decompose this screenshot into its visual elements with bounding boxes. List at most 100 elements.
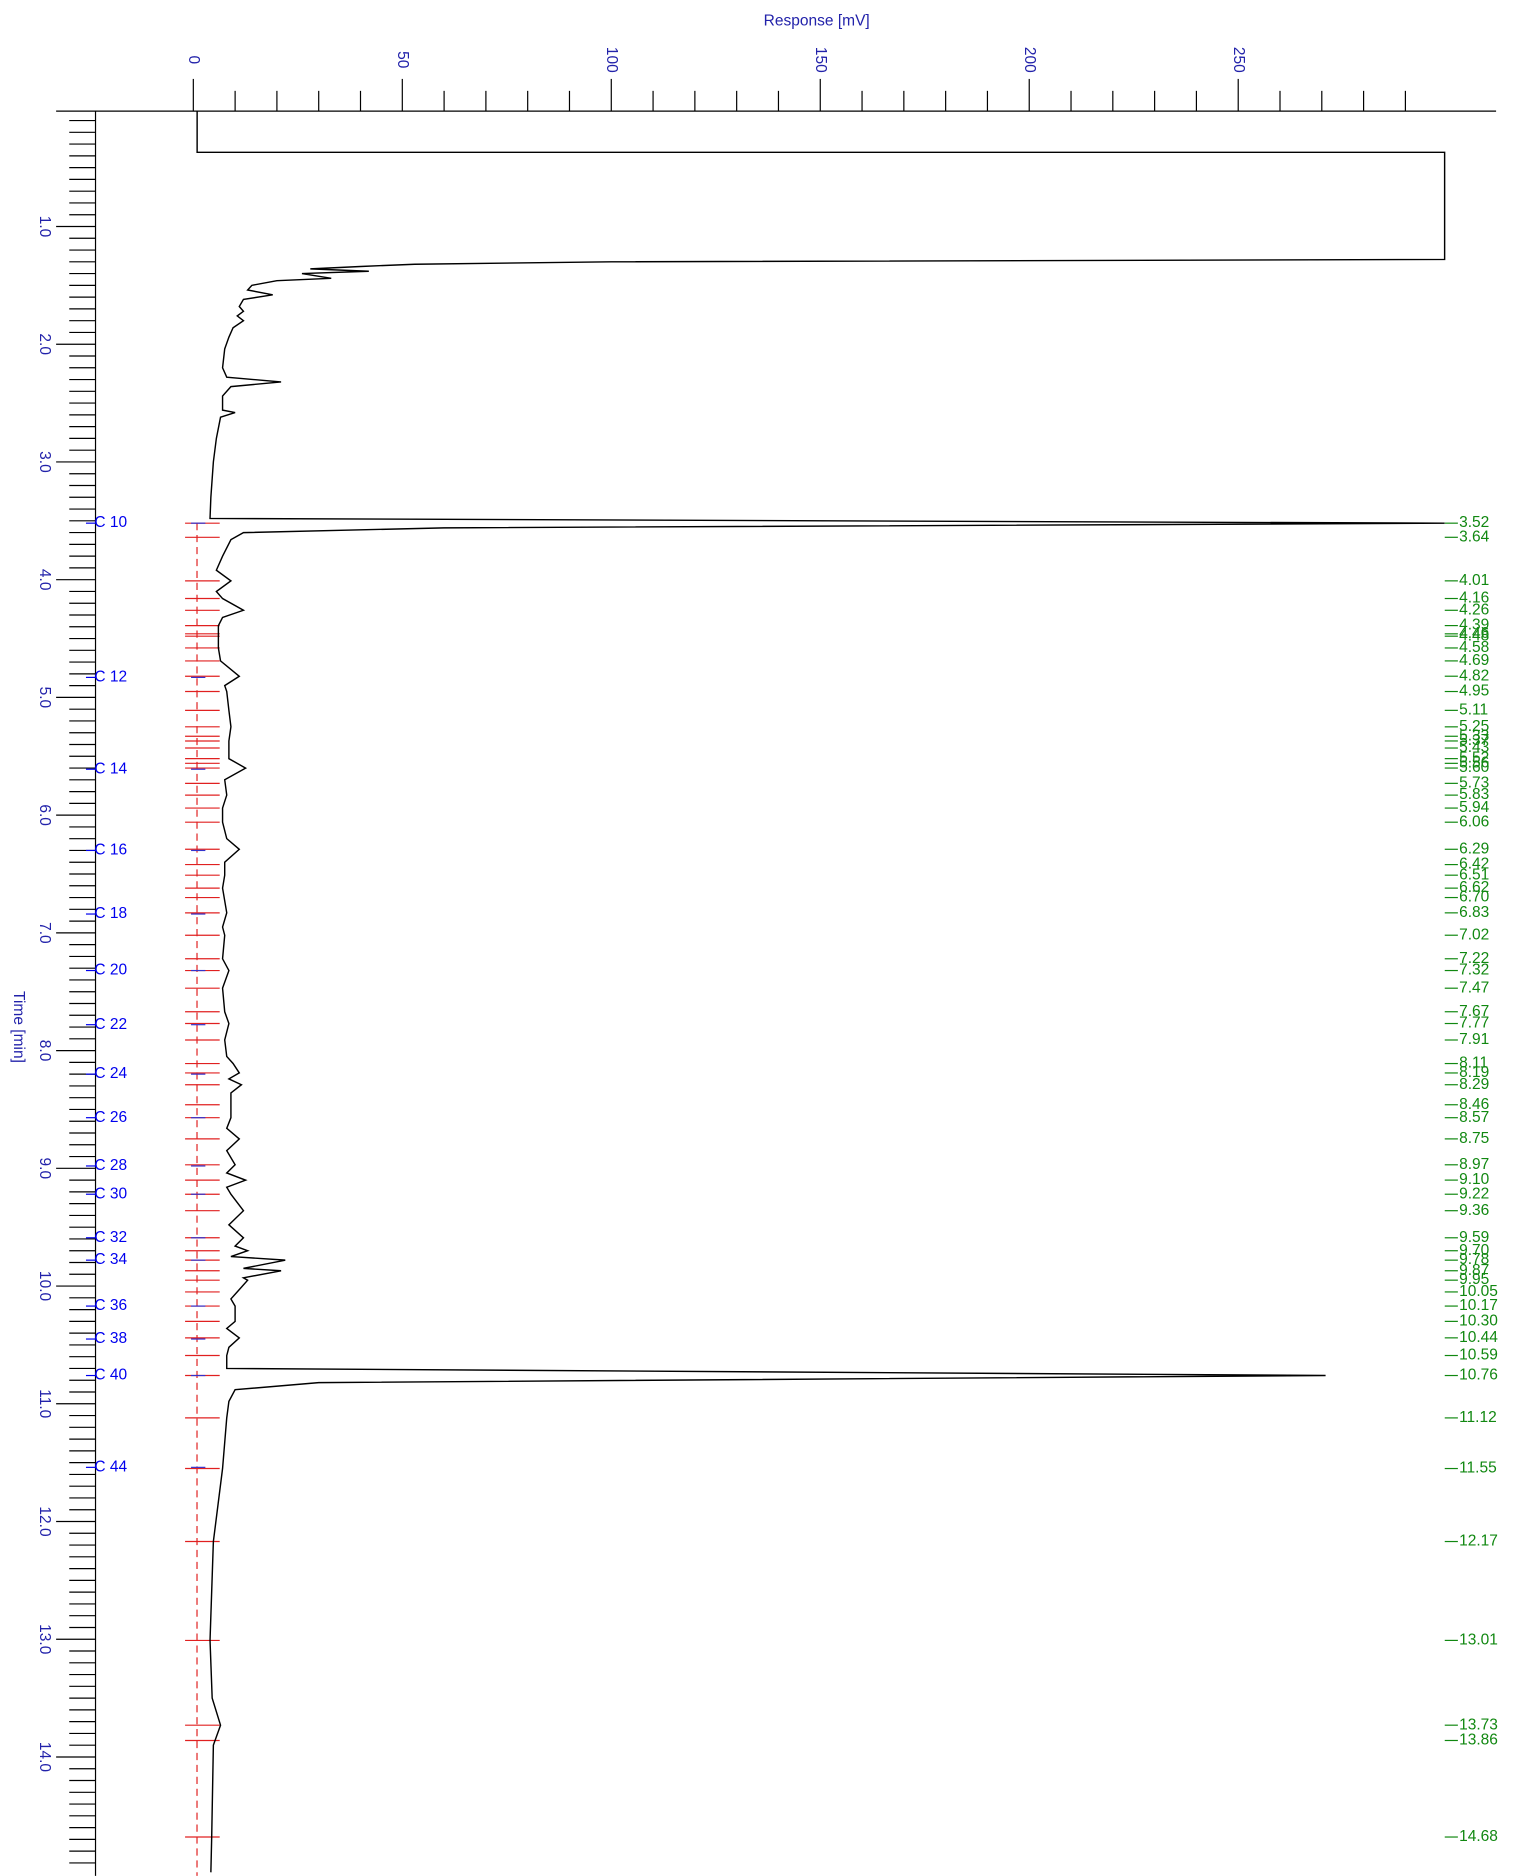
compound-label: C 34 — [94, 1251, 127, 1268]
peak-label: 10.30 — [1459, 1312, 1498, 1329]
compound-label: C 14 — [94, 760, 127, 777]
peak-label: 6.42 — [1459, 856, 1489, 873]
peak-label: 4.69 — [1459, 652, 1489, 669]
peak-label: 3.52 — [1459, 514, 1489, 531]
peak-label: 6.29 — [1459, 840, 1489, 857]
y-tick-label: 11.0 — [36, 1389, 53, 1418]
peak-label: 11.12 — [1459, 1409, 1497, 1426]
peak-label: 14.68 — [1459, 1828, 1498, 1845]
peak-label: 5.60 — [1459, 759, 1490, 776]
peak-label: 4.82 — [1459, 667, 1489, 684]
x-tick-label: 150 — [812, 47, 829, 73]
compound-label: C 32 — [94, 1229, 127, 1246]
compound-label: C 36 — [94, 1297, 127, 1314]
y-tick-label: 10.0 — [36, 1271, 53, 1302]
peak-label: 5.25 — [1459, 718, 1489, 735]
x-tick-label: 250 — [1230, 47, 1247, 73]
compound-label: C 20 — [94, 962, 127, 979]
peak-label: 7.91 — [1459, 1031, 1489, 1048]
x-axis-title: Response [mV] — [764, 13, 870, 30]
y-tick-label: 4.0 — [36, 569, 53, 591]
x-tick-label: 50 — [394, 51, 411, 69]
peak-label: 7.77 — [1459, 1015, 1489, 1032]
peak-label: 10.76 — [1459, 1367, 1498, 1384]
peak-label: 10.05 — [1459, 1283, 1498, 1300]
peak-label: 13.73 — [1459, 1716, 1498, 1733]
peak-label: 8.29 — [1459, 1076, 1489, 1093]
y-tick-label: 13.0 — [36, 1624, 53, 1655]
compound-label: C 18 — [94, 905, 127, 922]
peak-label: 6.62 — [1459, 879, 1489, 896]
peak-label: 4.48 — [1459, 627, 1489, 644]
peak-label: 12.17 — [1459, 1533, 1498, 1550]
peak-label: 9.22 — [1459, 1185, 1489, 1202]
peak-label: 6.83 — [1459, 904, 1489, 921]
compound-label: C 16 — [94, 842, 127, 859]
y-tick-label: 3.0 — [36, 451, 53, 473]
x-tick-label: 200 — [1021, 47, 1038, 73]
y-tick-label: 9.0 — [36, 1158, 53, 1180]
compound-label: C 22 — [94, 1016, 127, 1033]
peak-label: 8.11 — [1459, 1055, 1488, 1072]
peak-label: 6.06 — [1459, 813, 1489, 830]
peak-label: 9.78 — [1459, 1251, 1489, 1268]
peak-label: 13.86 — [1459, 1732, 1498, 1749]
compound-label: C 24 — [94, 1065, 127, 1082]
y-tick-label: 2.0 — [36, 333, 53, 355]
peak-label: 6.70 — [1459, 889, 1490, 906]
peak-label: 5.73 — [1459, 774, 1489, 791]
peak-label: 9.87 — [1459, 1262, 1489, 1279]
peak-label: 6.51 — [1459, 866, 1489, 883]
x-tick-label: 100 — [603, 47, 620, 73]
peak-label: 9.95 — [1459, 1271, 1489, 1288]
peak-label: 9.36 — [1459, 1202, 1489, 1219]
peak-label: 7.47 — [1459, 979, 1489, 996]
y-tick-label: 5.0 — [36, 687, 53, 709]
peak-label: 5.56 — [1459, 754, 1489, 771]
peak-label: 13.01 — [1459, 1632, 1498, 1649]
peak-label: 9.59 — [1459, 1229, 1489, 1246]
y-tick-label: 7.0 — [36, 922, 53, 944]
peak-label: 10.59 — [1459, 1347, 1498, 1364]
peak-label: 8.75 — [1459, 1130, 1489, 1147]
y-tick-label: 14.0 — [36, 1742, 53, 1773]
peak-label: 10.44 — [1459, 1329, 1498, 1346]
y-tick-label: 12.0 — [36, 1506, 53, 1537]
peak-label: 3.64 — [1459, 528, 1490, 545]
y-axis-title: Time [min] — [10, 991, 27, 1063]
peak-label: 7.67 — [1459, 1003, 1489, 1020]
peak-label: 5.83 — [1459, 786, 1489, 803]
compound-label: C 12 — [94, 668, 127, 685]
peak-label: 7.02 — [1459, 926, 1489, 943]
peak-label: 5.43 — [1459, 739, 1489, 756]
compound-label: C 10 — [94, 514, 127, 531]
trace — [196, 111, 1446, 1873]
peak-label: 9.70 — [1459, 1242, 1490, 1259]
peak-label: 8.19 — [1459, 1064, 1489, 1081]
peak-label: 9.10 — [1459, 1171, 1490, 1188]
peak-label: 5.37 — [1459, 732, 1489, 749]
compound-label: C 38 — [94, 1330, 127, 1347]
peak-label: 8.46 — [1459, 1096, 1489, 1113]
peak-label: 4.58 — [1459, 639, 1489, 656]
peak-label: 11.55 — [1459, 1460, 1497, 1477]
compound-label: C 26 — [94, 1109, 127, 1126]
peak-label: 5.11 — [1459, 701, 1488, 718]
peak-label: 4.16 — [1459, 590, 1489, 607]
peak-label: 8.97 — [1459, 1156, 1489, 1173]
compound-label: C 44 — [94, 1458, 127, 1475]
peak-label: 5.33 — [1459, 727, 1489, 744]
peak-label: 8.57 — [1459, 1109, 1489, 1126]
compound-label: C 28 — [94, 1157, 127, 1174]
peak-label: 5.94 — [1459, 799, 1490, 816]
y-tick-label: 1.0 — [36, 216, 53, 238]
y-tick-label: 8.0 — [36, 1040, 53, 1062]
peak-label: 10.17 — [1459, 1297, 1498, 1314]
peak-label: 5.52 — [1459, 750, 1489, 767]
y-tick-label: 6.0 — [36, 804, 53, 826]
compound-label: C 30 — [94, 1185, 127, 1202]
peak-label: 4.46 — [1459, 625, 1489, 642]
peak-label: 4.01 — [1459, 572, 1489, 589]
peak-label: 7.32 — [1459, 962, 1489, 979]
